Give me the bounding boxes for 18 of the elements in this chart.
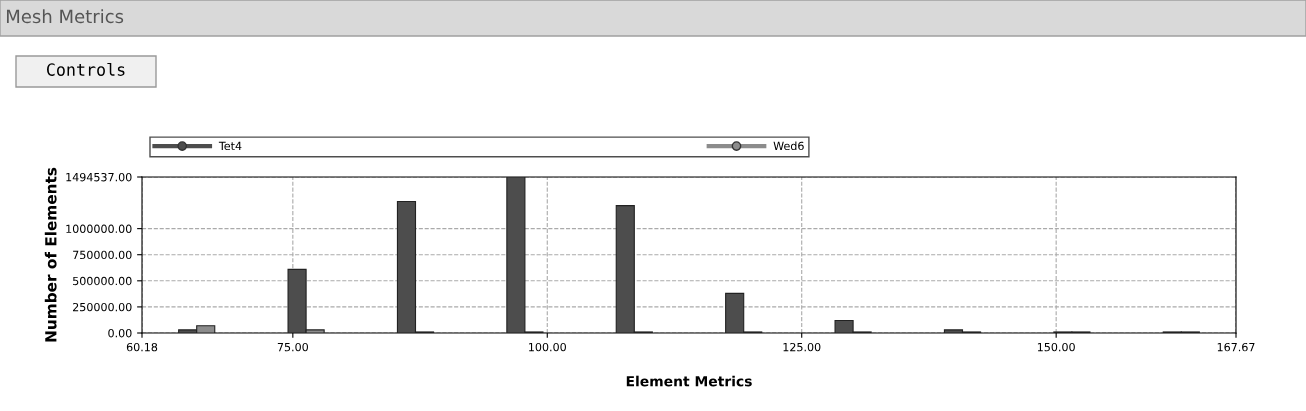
x-tick-label: 150.00 [1037,342,1075,352]
x-tick-label: 60.18 [126,342,158,352]
y-tick-label: 750000.00 [73,250,132,260]
text: Controls [46,62,125,76]
chart-title: Mesh Metrics [7,9,124,24]
legend-label: Wed6 [773,141,804,151]
y-tick-label: 1494537.00 [66,172,132,182]
y-tick-label: 1000000.00 [66,224,132,233]
text: Tet4 [218,141,242,151]
y-tick-label: 0.00 [108,328,132,338]
x-axis-title: Element Metrics [626,375,752,387]
y-tick-label: 250000.00 [73,302,132,312]
y-tick-label: 500000.00 [73,276,132,286]
x-tick-label: 167.67 [1217,342,1255,352]
y-axis-title: Number of Elements [44,167,57,342]
x-tick-label: 125.00 [783,342,821,352]
x-tick-label: 75.00 [277,342,308,352]
x-tick-label: 100.00 [529,342,566,352]
